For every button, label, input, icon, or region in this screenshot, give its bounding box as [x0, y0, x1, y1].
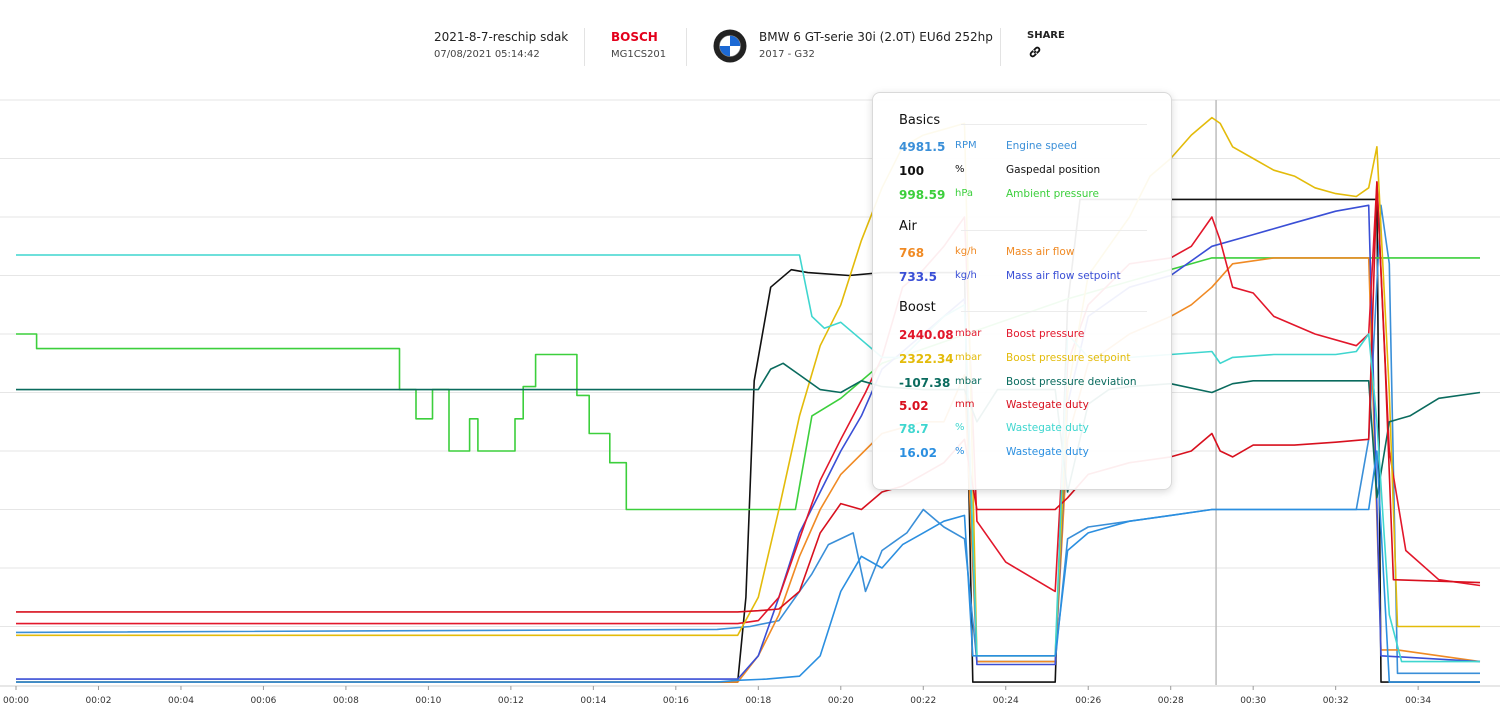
x-tick-label: 00:06 — [250, 696, 276, 706]
file-name: 2021-8-7-reschip sdak — [434, 30, 569, 44]
tooltip-row-boost-deviation: -107.38 mbar Boost pressure deviation — [899, 376, 1169, 394]
tooltip-row-wastegate-pct-a: 78.7 % Wastegate duty — [899, 422, 1169, 440]
share-label: SHARE — [1027, 30, 1065, 41]
tooltip-row-gaspedal: 100 % Gaspedal position — [899, 164, 1169, 182]
x-tick-label: 00:20 — [828, 696, 854, 706]
vehicle-info: BMW 6 GT-serie 30i (2.0T) EU6d 252hp 201… — [759, 30, 993, 60]
row-value: 5.02 — [899, 399, 929, 413]
row-unit: % — [955, 422, 965, 433]
row-value: 733.5 — [899, 270, 937, 284]
row-name: Gaspedal position — [1006, 164, 1101, 176]
series-line-7 — [16, 362, 1481, 499]
chart-grid — [0, 99, 1500, 687]
row-unit: mbar — [955, 328, 982, 339]
tooltip-row-mass-air-flow: 768 kg/h Mass air flow — [899, 246, 1169, 264]
x-tick-label: 00:14 — [580, 696, 606, 706]
row-value: 100 — [899, 164, 925, 178]
section-divider — [961, 230, 1147, 231]
row-name: Wastegate duty — [1006, 446, 1089, 458]
section-title-air: Air — [899, 219, 917, 234]
vehicle-name: BMW 6 GT-serie 30i (2.0T) EU6d 252hp — [759, 30, 993, 44]
row-unit: kg/h — [955, 270, 977, 281]
row-value: 4981.5 — [899, 140, 946, 154]
series-line-2 — [16, 257, 1480, 511]
tooltip-row-mass-air-flow-setpoint: 733.5 kg/h Mass air flow setpoint — [899, 270, 1169, 288]
x-tick-label: 00:18 — [745, 696, 771, 706]
x-tick-label: 00:16 — [663, 696, 689, 706]
row-value: 16.02 — [899, 446, 937, 460]
tooltip-row-wastegate-mm: 5.02 mm Wastegate duty — [899, 399, 1169, 417]
vehicle-sub: 2017 - G32 — [759, 49, 815, 60]
header-divider — [686, 28, 687, 66]
row-name: Ambient pressure — [1006, 188, 1099, 200]
x-tick-label: 00:34 — [1405, 696, 1431, 706]
section-divider — [961, 311, 1147, 312]
tooltip-panel: Basics 4981.5 RPM Engine speed 100 % Gas… — [872, 92, 1172, 490]
x-tick-label: 00:10 — [415, 696, 441, 706]
row-unit: % — [955, 446, 965, 457]
row-value: 2322.34 — [899, 352, 954, 366]
row-name: Wastegate duty — [1006, 399, 1089, 411]
row-unit: mbar — [955, 352, 982, 363]
tooltip-row-boost-setpoint: 2322.34 mbar Boost pressure setpoint — [899, 352, 1169, 370]
ecu-info: BOSCH MG1CS201 — [611, 30, 666, 60]
tooltip-row-boost-pressure: 2440.08 mbar Boost pressure — [899, 328, 1169, 346]
x-tick-label: 00:26 — [1075, 696, 1101, 706]
share-button[interactable]: SHARE — [1027, 30, 1065, 64]
row-name: Boost pressure setpoint — [1006, 352, 1131, 364]
section-title-boost: Boost — [899, 300, 936, 315]
row-value: 998.59 — [899, 188, 946, 202]
x-tick-label: 00:32 — [1323, 696, 1349, 706]
row-unit: hPa — [955, 188, 974, 199]
row-unit: % — [955, 164, 965, 175]
x-tick-label: 00:30 — [1240, 696, 1266, 706]
row-name: Wastegate duty — [1006, 422, 1089, 434]
series-line-0 — [16, 198, 1480, 683]
row-value: -107.38 — [899, 376, 951, 390]
chart-series — [15, 116, 1481, 683]
series-line-6 — [16, 116, 1480, 657]
row-name: Boost pressure deviation — [1006, 376, 1137, 388]
row-unit: RPM — [955, 140, 977, 151]
tooltip-row-engine-speed: 4981.5 RPM Engine speed — [899, 140, 1169, 158]
row-name: Mass air flow — [1006, 246, 1075, 258]
row-name: Mass air flow setpoint — [1006, 270, 1121, 282]
x-tick-label: 00:02 — [86, 696, 112, 706]
x-axis-ticks: 00:00 00:02 00:04 00:06 00:08 00:10 00:12 00:14… — [3, 686, 1431, 706]
x-tick-label: 00:22 — [910, 696, 936, 706]
series-line-8 — [16, 181, 1481, 613]
series-line-9 — [16, 254, 1480, 663]
tooltip-row-wastegate-pct-b: 16.02 % Wastegate duty — [899, 446, 1169, 464]
link-icon — [1029, 46, 1041, 58]
header-divider — [1000, 28, 1001, 66]
row-value: 78.7 — [899, 422, 929, 436]
row-unit: mm — [955, 399, 975, 410]
header-divider — [584, 28, 585, 66]
ecu-model: MG1CS201 — [611, 49, 667, 60]
x-tick-label: 00:24 — [993, 696, 1019, 706]
chart-header: 2021-8-7-reschip sdak 07/08/2021 05:14:4… — [0, 0, 1500, 90]
section-title-basics: Basics — [899, 113, 941, 128]
x-tick-label: 00:28 — [1158, 696, 1184, 706]
row-unit: kg/h — [955, 246, 977, 257]
series-line-4 — [16, 204, 1481, 680]
series-line-10 — [16, 450, 1480, 683]
row-value: 2440.08 — [899, 328, 954, 342]
row-name: Engine speed — [1006, 140, 1078, 152]
x-tick-label: 00:12 — [498, 696, 524, 706]
series-line-3 — [16, 257, 1481, 683]
row-name: Boost pressure — [1006, 328, 1085, 340]
row-unit: mbar — [955, 376, 982, 387]
file-info: 2021-8-7-reschip sdak 07/08/2021 05:14:4… — [434, 30, 568, 60]
ecu-brand: BOSCH — [611, 30, 658, 44]
x-tick-label: 00:08 — [333, 696, 359, 706]
x-tick-label: 00:04 — [168, 696, 194, 706]
section-divider — [961, 124, 1147, 125]
file-date: 07/08/2021 05:14:42 — [434, 49, 540, 60]
bmw-logo-icon — [713, 29, 747, 63]
tooltip-row-ambient-pressure: 998.59 hPa Ambient pressure — [899, 188, 1169, 206]
x-tick-label: 00:00 — [3, 696, 29, 706]
row-value: 768 — [899, 246, 925, 260]
